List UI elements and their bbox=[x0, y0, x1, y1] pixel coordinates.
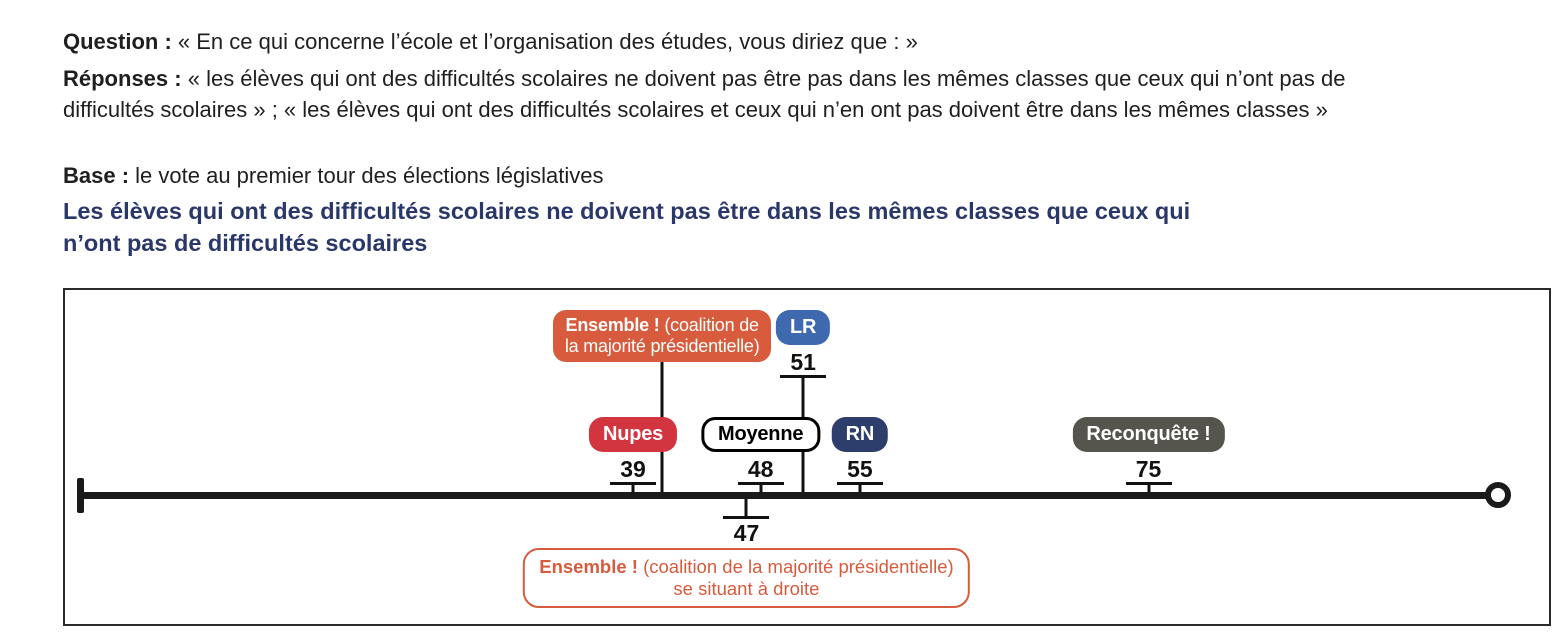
marker-moyenne-value: 48 bbox=[747, 456, 774, 482]
base-paragraph: Base : le vote au premier tour des élect… bbox=[63, 160, 1363, 191]
marker-ensemble-droite-tick-bar bbox=[723, 516, 770, 519]
marker-nupes-tick-bar bbox=[610, 482, 657, 485]
question-label: Question : bbox=[63, 29, 172, 54]
marker-reconquete-tick-bar bbox=[1125, 482, 1172, 485]
marker-reconquete-label: Reconquête ! bbox=[1086, 423, 1211, 445]
marker-ensemble-droite-callout-line1: Ensemble ! (coalition de la majorité pré… bbox=[539, 556, 953, 578]
chart-title: Les élèves qui ont des difficultés scola… bbox=[63, 198, 1191, 256]
marker-moyenne-tick-line bbox=[759, 485, 763, 492]
marker-lr-badge: LR bbox=[776, 310, 831, 345]
question-text: « En ce qui concerne l’école et l’organi… bbox=[177, 29, 918, 54]
marker-lr-label: LR bbox=[790, 316, 817, 338]
marker-ensemble-droite-callout: Ensemble ! (coalition de la majorité pré… bbox=[523, 548, 970, 608]
line-right-endpoint-circle bbox=[1485, 482, 1511, 508]
marker-nupes-badge: Nupes bbox=[588, 417, 678, 452]
marker-ensemble-droite-tick-line bbox=[744, 499, 748, 516]
marker-lr-tick-bar bbox=[780, 375, 827, 378]
marker-rn-badge: RN bbox=[831, 417, 889, 452]
marker-nupes-label: Nupes bbox=[602, 423, 664, 445]
marker-rn-tick-line bbox=[858, 485, 862, 492]
marker-ensemble-droite-label-suffix: (coalition de la majorité présidentielle… bbox=[643, 556, 954, 577]
responses-text: « les élèves qui ont des difficultés sco… bbox=[63, 66, 1346, 122]
marker-rn-value: 55 bbox=[847, 456, 873, 482]
responses-label: Réponses : bbox=[63, 66, 182, 91]
responses-paragraph: Réponses : « les élèves qui ont des diff… bbox=[63, 63, 1408, 125]
question-paragraph: Question : « En ce qui concerne l’école … bbox=[63, 26, 1433, 57]
marker-reconquete-value: 75 bbox=[1135, 456, 1162, 482]
marker-rn-tick-bar bbox=[836, 482, 883, 485]
chart-frame: Ensemble ! (coalition de la majorité pré… bbox=[63, 288, 1551, 626]
marker-ensemble-droite-value: 47 bbox=[733, 520, 760, 546]
line-left-cap bbox=[77, 478, 84, 513]
marker-nupes-value: 39 bbox=[620, 456, 646, 482]
base-text: le vote au premier tour des élections lé… bbox=[135, 163, 604, 188]
marker-ensemble-badge: Ensemble ! (coalition de la majorité pré… bbox=[553, 310, 772, 362]
marker-ensemble-label: Ensemble ! bbox=[565, 315, 660, 335]
base-label: Base : bbox=[63, 163, 130, 188]
marker-rn-label: RN bbox=[845, 423, 875, 445]
marker-ensemble-droite-label: Ensemble ! bbox=[539, 556, 638, 577]
marker-ensemble-label-suffix: (coalition de la majorité présidentielle… bbox=[564, 315, 760, 356]
marker-moyenne-badge: Moyenne bbox=[700, 417, 821, 452]
marker-lr-value: 51 bbox=[790, 349, 816, 375]
marker-nupes-tick-line bbox=[631, 485, 635, 492]
marker-reconquete-badge: Reconquête ! bbox=[1072, 417, 1225, 452]
marker-moyenne-label: Moyenne bbox=[717, 423, 804, 445]
marker-ensemble-droite-callout-line2: se situant à droite bbox=[673, 578, 820, 599]
marker-moyenne-tick-bar bbox=[737, 482, 784, 485]
marker-reconquete-tick-line bbox=[1147, 485, 1150, 492]
number-line bbox=[80, 492, 1498, 499]
